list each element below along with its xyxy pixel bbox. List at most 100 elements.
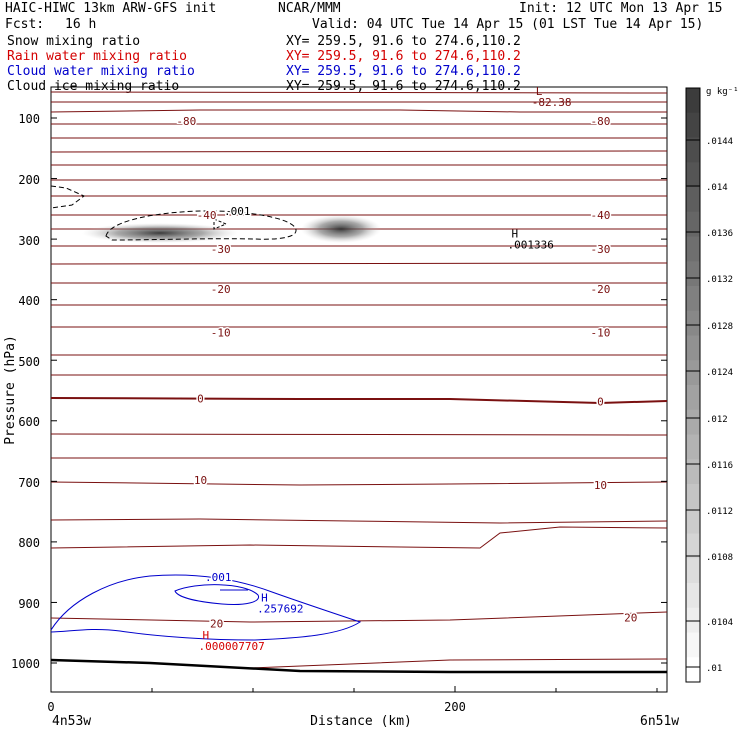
- colorbar-swatch: [686, 583, 700, 609]
- isotherm-label: -30: [211, 243, 231, 256]
- cloud-water-contour: [174, 584, 260, 605]
- colorbar-tick-labels: .0144 .014 .0136 .0132 .0128 .0124 .012 .0116 .0…: [686, 137, 733, 674]
- isotherm: [50, 518, 668, 524]
- colorbar-swatch: [686, 632, 700, 658]
- isotherm-lines: [50, 91, 668, 669]
- colorbar-swatch: [686, 310, 700, 336]
- temperature-minimum-value: -82.38: [532, 96, 572, 109]
- isotherm-label: 20: [210, 618, 223, 631]
- colorbar-swatch: [686, 88, 700, 114]
- x-tick-label: 200: [444, 700, 466, 714]
- y-tick-label: 700: [18, 476, 40, 490]
- snow-contour: [213, 218, 228, 230]
- isotherm-label: -10: [591, 326, 611, 339]
- isotherm-label: -30: [591, 243, 611, 256]
- colorbar-tick-label: .01: [706, 664, 722, 674]
- field-cloud-water-name: Cloud water mixing ratio: [7, 64, 195, 79]
- isotherm: [50, 109, 667, 113]
- colorbar-tick-label: .0124: [706, 368, 733, 378]
- header-model: HAIC-HIWC 13km ARW-GFS init: [5, 1, 217, 16]
- y-axis-title: Pressure (hPa): [3, 335, 18, 445]
- colorbar-unit: g kg⁻¹: [706, 87, 739, 97]
- y-tick-label: 1000: [11, 657, 40, 671]
- isotherm-label: -40: [197, 209, 217, 222]
- cloud-water-maximum-symbol: H: [261, 591, 268, 604]
- x-axis-ticks: [50, 686, 658, 692]
- colorbar-swatch: [686, 112, 700, 138]
- colorbar-swatch: [686, 459, 700, 485]
- isotherm-label: 0: [197, 392, 204, 405]
- isotherm-label: -80: [591, 115, 611, 128]
- colorbar-tick-label: .0108: [706, 553, 733, 563]
- colorbar-swatch: [686, 236, 700, 262]
- colorbar-tick-label: .0112: [706, 507, 733, 517]
- y-tick-label: 300: [18, 234, 40, 248]
- colorbar-swatch: [686, 409, 700, 435]
- rain-water-maximum-value: .000007707: [199, 640, 265, 653]
- right-endpoint-label: 6n51w: [640, 714, 679, 729]
- snow-maximum-value: .001336: [508, 238, 554, 251]
- colorbar-swatch: [686, 657, 700, 683]
- colorbar-swatch: [686, 162, 700, 188]
- isotherm: [249, 658, 668, 669]
- colorbar-tick-label: .0136: [706, 229, 733, 239]
- y-tick-label: 400: [18, 294, 40, 308]
- x-tick-label: 0: [47, 700, 54, 714]
- cloud-water-contours: [50, 574, 362, 641]
- colorbar-swatch: [686, 385, 700, 411]
- snow-contour: [105, 210, 297, 241]
- colorbar-swatch: [686, 261, 700, 287]
- colorbar-tick-label: .014: [706, 183, 728, 193]
- colorbar-tick-label: .0128: [706, 322, 733, 332]
- colorbar-swatch: [686, 607, 700, 633]
- isotherm-zero: [50, 397, 668, 405]
- colorbar-swatch: [686, 533, 700, 559]
- y-tick-label: 500: [18, 355, 40, 369]
- colorbar: [685, 87, 701, 683]
- y-tick-label: 800: [18, 536, 40, 550]
- colorbar-swatch: [686, 187, 700, 213]
- isotherm: [50, 91, 668, 94]
- isotherm: [50, 526, 668, 549]
- cloud-water-contour: [50, 574, 362, 641]
- colorbar-swatch: [686, 335, 700, 361]
- colorbar-swatch: [686, 137, 700, 163]
- surface-line: [50, 658, 667, 674]
- header-init: Init: 12 UTC Mon 13 Apr 15: [519, 1, 723, 16]
- isotherm-label: -40: [591, 209, 611, 222]
- isotherm: [50, 611, 668, 623]
- left-endpoint-label: 4n53w: [52, 714, 91, 729]
- cloud-water-contour-label: .001: [205, 571, 232, 584]
- x-axis-title: Distance (km): [310, 714, 412, 729]
- field-snow-name: Snow mixing ratio: [7, 34, 141, 49]
- colorbar-swatch: [686, 508, 700, 534]
- isotherm: [50, 433, 668, 436]
- colorbar-tick-label: .012: [706, 415, 728, 425]
- field-cloud-water-xy: XY= 259.5, 91.6 to 274.6,110.2: [286, 64, 521, 79]
- header-valid: Valid: 04 UTC Tue 14 Apr 15 (01 LST Tue …: [312, 17, 704, 32]
- cloud-water-maximum-value: .257692: [257, 602, 303, 615]
- rain-water-maximum-symbol: H: [203, 629, 210, 642]
- isotherm-label: -20: [211, 283, 231, 296]
- isotherm-label: -10: [211, 326, 231, 339]
- colorbar-swatch: [686, 360, 700, 386]
- y-axis-ticks: [51, 117, 667, 664]
- y-tick-label: 100: [18, 112, 40, 126]
- colorbar-tick-label: .0144: [706, 137, 733, 147]
- y-tick-label: 900: [18, 597, 40, 611]
- colorbar-swatch: [686, 558, 700, 584]
- isotherm-label: 10: [194, 474, 207, 487]
- header-fcst-value: 16 h: [65, 17, 97, 32]
- isotherm: [50, 150, 668, 153]
- y-tick-label: 600: [18, 415, 40, 429]
- header-fcst-label: Fcst:: [5, 17, 45, 32]
- colorbar-tick-label: .0132: [706, 275, 733, 285]
- snow-maximum-symbol: H: [512, 227, 519, 240]
- colorbar-tick-label: .0104: [706, 618, 733, 628]
- y-tick-label: 200: [18, 173, 40, 187]
- field-rain-name: Rain water mixing ratio: [7, 49, 188, 64]
- colorbar-swatch: [686, 286, 700, 312]
- temperature-minimum-symbol: L: [536, 85, 543, 98]
